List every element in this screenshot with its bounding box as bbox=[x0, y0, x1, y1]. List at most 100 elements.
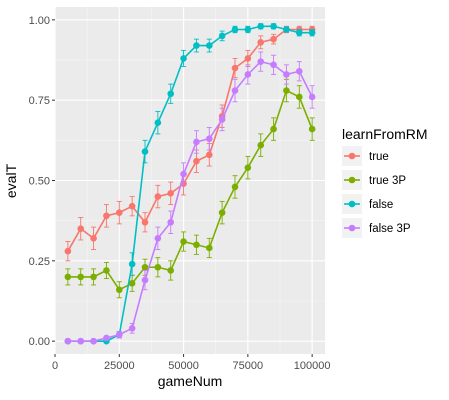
data-point bbox=[205, 135, 213, 143]
data-point bbox=[167, 218, 175, 226]
data-point bbox=[154, 119, 162, 126]
x-tick-label: 25000 bbox=[104, 360, 135, 372]
data-point bbox=[193, 157, 200, 165]
data-point bbox=[231, 183, 239, 191]
data-point bbox=[205, 151, 213, 159]
data-point bbox=[270, 61, 277, 69]
data-point bbox=[270, 35, 277, 43]
legend-label: false bbox=[369, 199, 393, 211]
y-tick-label: 0.75 bbox=[29, 95, 50, 107]
data-point bbox=[193, 42, 200, 49]
x-tick-label: 75000 bbox=[233, 360, 264, 372]
data-point bbox=[167, 267, 175, 274]
data-point bbox=[270, 125, 277, 133]
data-point bbox=[231, 87, 239, 94]
data-point bbox=[115, 286, 123, 294]
legend-label: true 3P bbox=[369, 175, 406, 187]
data-point bbox=[244, 71, 252, 78]
data-point bbox=[308, 93, 316, 101]
data-point bbox=[205, 42, 213, 49]
legend-label: true bbox=[369, 151, 389, 163]
data-point bbox=[77, 337, 85, 345]
data-point bbox=[64, 337, 72, 345]
data-point bbox=[244, 164, 252, 171]
data-point bbox=[128, 202, 136, 210]
y-tick-labels: 0.00 0.25 0.50 0.75 1.00 bbox=[29, 15, 50, 348]
data-point bbox=[270, 22, 277, 30]
data-point bbox=[115, 209, 123, 216]
data-point bbox=[193, 241, 200, 249]
data-point bbox=[103, 212, 110, 220]
data-point bbox=[257, 141, 265, 149]
y-tick-label: 0.50 bbox=[29, 176, 50, 188]
x-axis-title: gameNum bbox=[158, 373, 223, 389]
data-point bbox=[167, 90, 175, 98]
data-point bbox=[283, 71, 290, 78]
data-point bbox=[154, 193, 162, 200]
legend-items: true true 3P false false 3P bbox=[342, 146, 411, 238]
legend-label: false 3P bbox=[369, 223, 411, 235]
data-point bbox=[218, 32, 226, 40]
data-point bbox=[283, 26, 290, 33]
data-point bbox=[90, 337, 97, 345]
legend-key-point bbox=[348, 176, 356, 184]
data-point bbox=[90, 273, 97, 281]
legend-item: false 3P bbox=[342, 218, 411, 238]
data-point bbox=[231, 64, 239, 72]
data-point bbox=[205, 244, 213, 252]
data-point bbox=[77, 225, 85, 232]
legend-key-point bbox=[348, 152, 356, 160]
x-tick-labels: 0 25000 50000 75000 100000 bbox=[52, 360, 331, 372]
data-point bbox=[141, 276, 149, 284]
data-point bbox=[295, 67, 303, 75]
data-point bbox=[218, 116, 226, 123]
x-tick-label: 50000 bbox=[168, 360, 199, 372]
data-point bbox=[295, 29, 303, 37]
data-point bbox=[141, 218, 149, 226]
data-point bbox=[141, 148, 149, 155]
y-tick-label: 0.00 bbox=[29, 336, 50, 348]
data-point bbox=[128, 280, 136, 287]
data-point bbox=[154, 235, 162, 242]
data-point bbox=[115, 331, 123, 339]
data-point bbox=[128, 260, 136, 268]
data-point bbox=[193, 138, 200, 146]
data-point bbox=[90, 235, 97, 242]
series-layer bbox=[64, 22, 316, 345]
data-point bbox=[154, 263, 162, 271]
data-point bbox=[103, 334, 110, 342]
data-point bbox=[257, 22, 265, 30]
x-tick-label: 100000 bbox=[294, 360, 331, 372]
data-point bbox=[218, 209, 226, 216]
data-point bbox=[257, 39, 265, 46]
data-point bbox=[244, 26, 252, 33]
x-tick-label: 0 bbox=[52, 360, 58, 372]
legend-key-point bbox=[348, 200, 356, 208]
series-false-3p bbox=[64, 51, 316, 345]
data-point bbox=[64, 247, 72, 255]
y-tick-label: 0.25 bbox=[29, 256, 50, 268]
legend-title: learnFromRM bbox=[342, 126, 428, 142]
data-point bbox=[244, 55, 252, 62]
data-point bbox=[308, 29, 316, 37]
data-point bbox=[128, 324, 136, 332]
data-point bbox=[167, 190, 175, 197]
y-axis-title: evalT bbox=[3, 163, 19, 198]
y-tick-label: 1.00 bbox=[29, 15, 50, 27]
data-point bbox=[257, 58, 265, 65]
series-true-3p bbox=[64, 78, 316, 299]
data-point bbox=[180, 170, 187, 178]
data-point bbox=[141, 263, 149, 271]
data-point bbox=[283, 87, 290, 94]
legend: learnFromRM true true 3P false false 3P bbox=[342, 126, 428, 238]
data-point bbox=[77, 273, 85, 281]
data-point bbox=[231, 26, 239, 33]
legend-item: true bbox=[342, 146, 389, 166]
data-point bbox=[180, 55, 187, 62]
data-point bbox=[64, 273, 72, 281]
series-line bbox=[67, 89, 313, 291]
data-point bbox=[103, 267, 110, 274]
axis-ticks bbox=[52, 19, 313, 357]
data-point bbox=[308, 125, 316, 133]
